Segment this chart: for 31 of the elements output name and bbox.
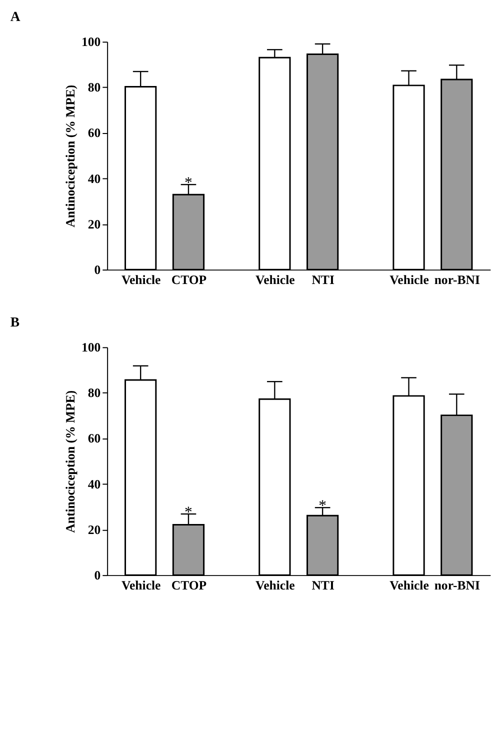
y-tick-label: 100 [82,340,101,355]
x-tick-label: Vehicle [121,272,162,287]
chart-title: A [10,9,20,24]
y-tick-label: 100 [82,35,101,50]
x-tick-label: Vehicle [390,578,430,592]
annotation: * [318,498,327,515]
annotation: * [184,174,193,192]
y-tick-label: 60 [88,126,101,140]
chart-title: B [10,314,20,330]
x-tick-label: Vehicle [256,578,296,592]
y-axis-title: Antinociception (% MPE) [64,390,78,533]
x-tick-label: nor-BNI [434,578,480,592]
y-tick-label: 80 [88,386,101,400]
x-tick-label: nor-BNI [434,272,480,287]
y-tick-label: 80 [88,80,101,95]
y-tick-label: 20 [88,217,101,232]
y-axis-title: Antinociception (% MPE) [64,84,78,228]
annotation: * [184,504,193,521]
x-tick-label: CTOP [171,578,207,592]
x-tick-label: Vehicle [121,578,162,592]
x-tick-label: CTOP [171,272,207,287]
x-tick-label: Vehicle [256,272,296,287]
x-tick-label: Vehicle [390,272,430,287]
y-tick-label: 20 [88,522,101,537]
x-tick-label: NTI [312,272,334,287]
y-tick-label: 60 [88,432,101,446]
x-tick-label: NTI [312,578,334,592]
y-tick-label: 0 [94,262,101,277]
y-tick-label: 0 [94,568,101,582]
y-tick-label: 40 [88,172,101,186]
y-tick-label: 40 [88,477,101,492]
